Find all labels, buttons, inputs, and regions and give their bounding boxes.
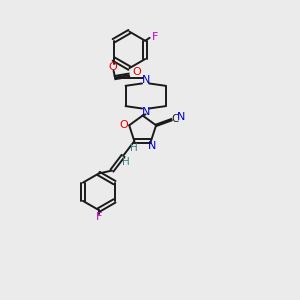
Text: H: H — [122, 157, 129, 167]
Text: F: F — [152, 32, 158, 42]
Text: C: C — [171, 114, 179, 124]
Text: N: N — [141, 75, 150, 85]
Text: F: F — [95, 212, 102, 222]
Text: N: N — [148, 141, 157, 151]
Text: N: N — [176, 112, 185, 122]
Text: N: N — [141, 107, 150, 117]
Text: O: O — [119, 120, 128, 130]
Text: O: O — [132, 67, 141, 77]
Text: H: H — [130, 143, 138, 154]
Text: O: O — [109, 62, 117, 72]
